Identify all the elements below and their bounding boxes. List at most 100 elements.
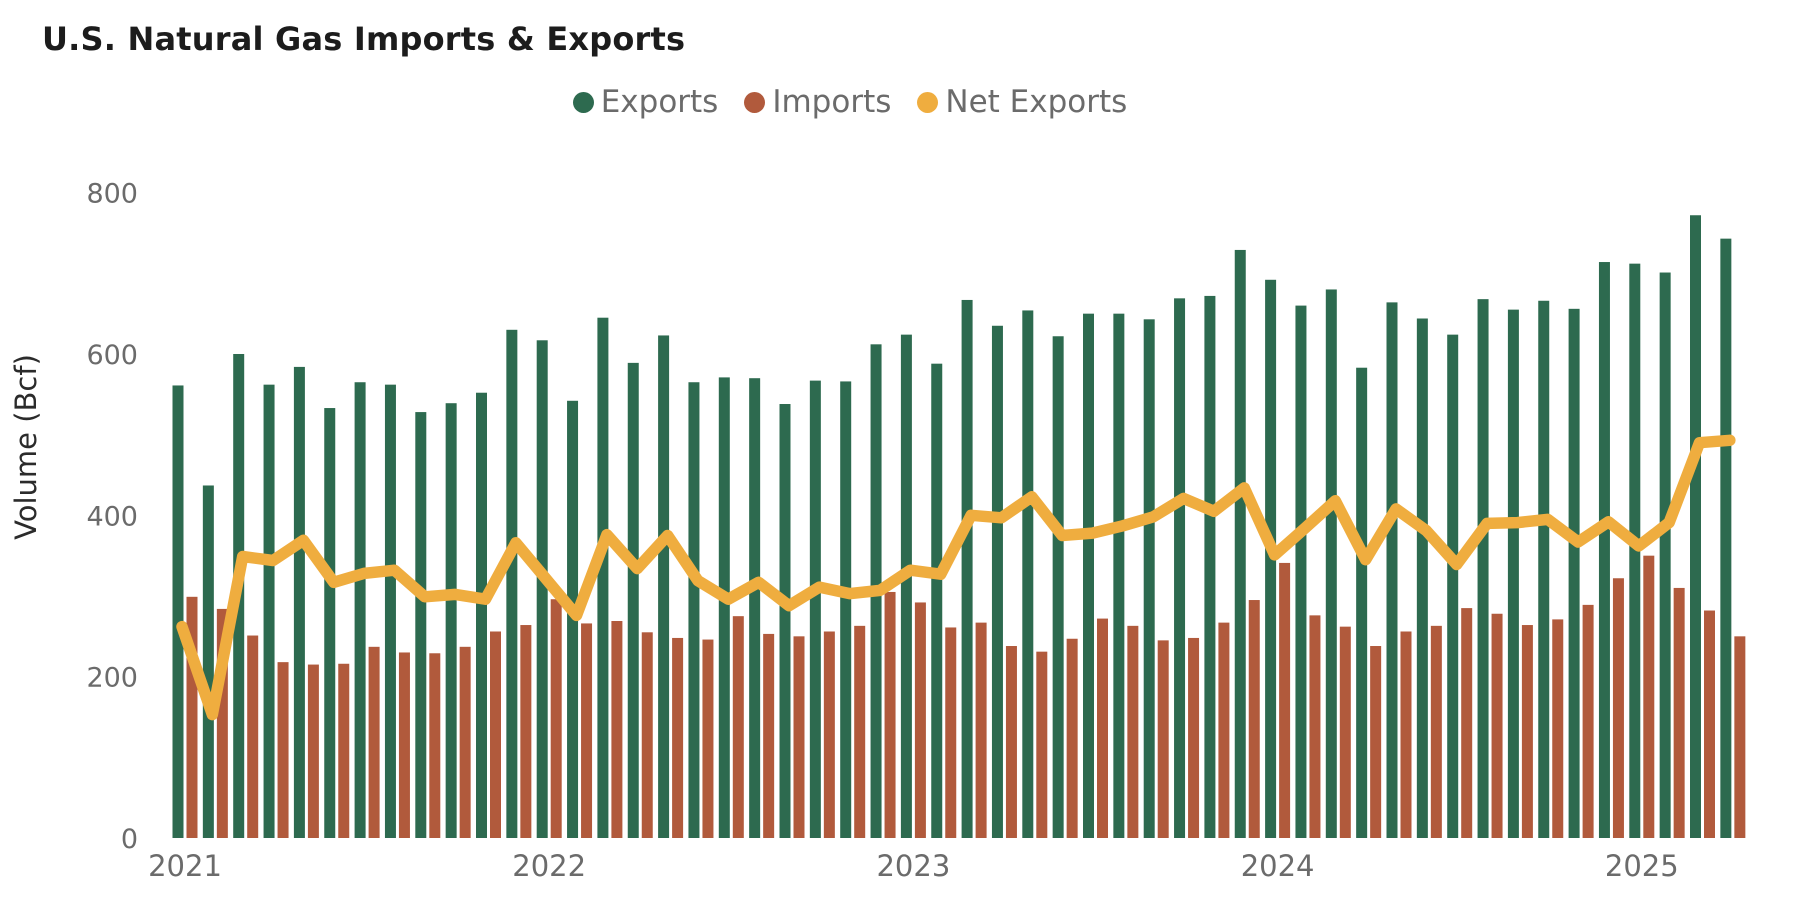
import-bar: [1612, 578, 1624, 838]
chart-legend: Exports Imports Net Exports: [0, 84, 1700, 120]
exports-dot-icon: [572, 91, 594, 113]
export-bar: [1507, 309, 1519, 838]
import-bar: [459, 646, 471, 838]
net-exports-line: [176, 434, 1736, 721]
export-bar: [1416, 318, 1428, 838]
export-bar: [324, 408, 336, 838]
legend-label-net-exports: Net Exports: [945, 84, 1128, 120]
import-bar: [1734, 636, 1746, 838]
import-bar: [884, 591, 896, 838]
import-bar: [520, 625, 532, 838]
export-bar: [840, 381, 852, 838]
legend-item-exports: Exports: [572, 84, 718, 120]
legend-item-imports: Imports: [744, 84, 891, 120]
import-bar: [1339, 626, 1351, 838]
y-axis-tick-label: 0: [121, 824, 138, 855]
export-bar: [415, 412, 427, 838]
export-bar: [749, 378, 761, 838]
chart-title: U.S. Natural Gas Imports & Exports: [42, 20, 686, 58]
export-bar: [1477, 299, 1489, 839]
legend-label-imports: Imports: [772, 84, 892, 120]
export-bar: [658, 335, 670, 838]
legend-item-net-exports: Net Exports: [917, 84, 1127, 120]
import-bar: [1673, 587, 1685, 838]
import-bar: [1309, 615, 1321, 838]
import-bar: [398, 652, 410, 838]
x-axis-tick-label: 2023: [876, 849, 950, 883]
export-bar: [900, 334, 912, 838]
import-bar: [429, 653, 441, 838]
export-bar: [627, 362, 639, 838]
export-bar: [1447, 334, 1459, 838]
import-bar: [581, 623, 593, 838]
export-bar: [1113, 313, 1125, 838]
import-bar: [550, 599, 562, 838]
export-bar: [1720, 238, 1732, 839]
import-bar: [1127, 625, 1139, 838]
export-bar: [1143, 319, 1155, 839]
import-bar: [1400, 631, 1412, 838]
import-bar: [1582, 604, 1594, 838]
import-bar: [1097, 618, 1108, 838]
y-axis-tick-label: 800: [86, 179, 138, 210]
x-axis-tick-label: 2024: [1241, 849, 1315, 883]
import-bar: [277, 662, 289, 838]
export-bar: [779, 404, 791, 838]
export-bar: [445, 403, 457, 838]
import-bar: [186, 596, 198, 838]
import-bar: [975, 622, 987, 838]
export-bar: [476, 392, 487, 838]
import-bar: [1370, 646, 1382, 838]
export-bar: [1174, 298, 1186, 838]
import-bar: [641, 632, 653, 838]
export-bar: [172, 385, 184, 838]
import-bar: [368, 646, 380, 838]
y-axis-tick-label: 400: [86, 501, 138, 532]
import-bar: [1066, 638, 1078, 838]
y-axis-tick-label: 600: [86, 340, 138, 371]
x-axis-tick-label: 2022: [512, 849, 586, 883]
import-bar: [1643, 555, 1655, 838]
import-bar: [490, 631, 501, 838]
export-bar: [1022, 310, 1034, 838]
import-bar: [854, 625, 866, 838]
export-bar: [1204, 295, 1216, 839]
export-bar: [1052, 336, 1064, 838]
export-bar: [1568, 308, 1580, 839]
export-bar: [1690, 215, 1701, 839]
export-bar: [293, 366, 305, 838]
import-bar: [1157, 640, 1169, 838]
export-bar: [1083, 313, 1094, 838]
import-bar: [1521, 625, 1533, 838]
import-bar: [823, 631, 835, 838]
y-axis-tick-label: 200: [86, 663, 138, 694]
export-bar: [1295, 305, 1307, 839]
import-bar: [1218, 622, 1230, 838]
export-bar: [961, 299, 973, 838]
import-bar: [702, 639, 714, 838]
export-bar: [1598, 262, 1610, 839]
export-bar: [688, 382, 700, 838]
export-bar: [1356, 367, 1368, 838]
export-bar: [202, 485, 214, 838]
export-bar: [1659, 272, 1671, 839]
import-bar: [307, 664, 319, 838]
y-axis-title: Volume (Bcf): [9, 354, 43, 540]
import-bar: [1704, 610, 1715, 838]
import-bar: [763, 633, 775, 838]
x-axis-tick-label: 2021: [148, 849, 222, 883]
import-bar: [611, 621, 623, 838]
import-bar: [1491, 613, 1503, 838]
export-bar: [1629, 263, 1641, 838]
import-bar: [1188, 637, 1200, 838]
export-bar: [354, 382, 366, 838]
import-bar: [1005, 646, 1017, 838]
imports-dot-icon: [744, 91, 766, 113]
export-bar: [506, 329, 518, 838]
import-bar: [793, 636, 805, 838]
x-axis-tick-label: 2025: [1605, 849, 1679, 883]
export-bar: [263, 384, 275, 838]
export-bar: [1386, 302, 1398, 839]
export-bar: [1234, 249, 1246, 839]
